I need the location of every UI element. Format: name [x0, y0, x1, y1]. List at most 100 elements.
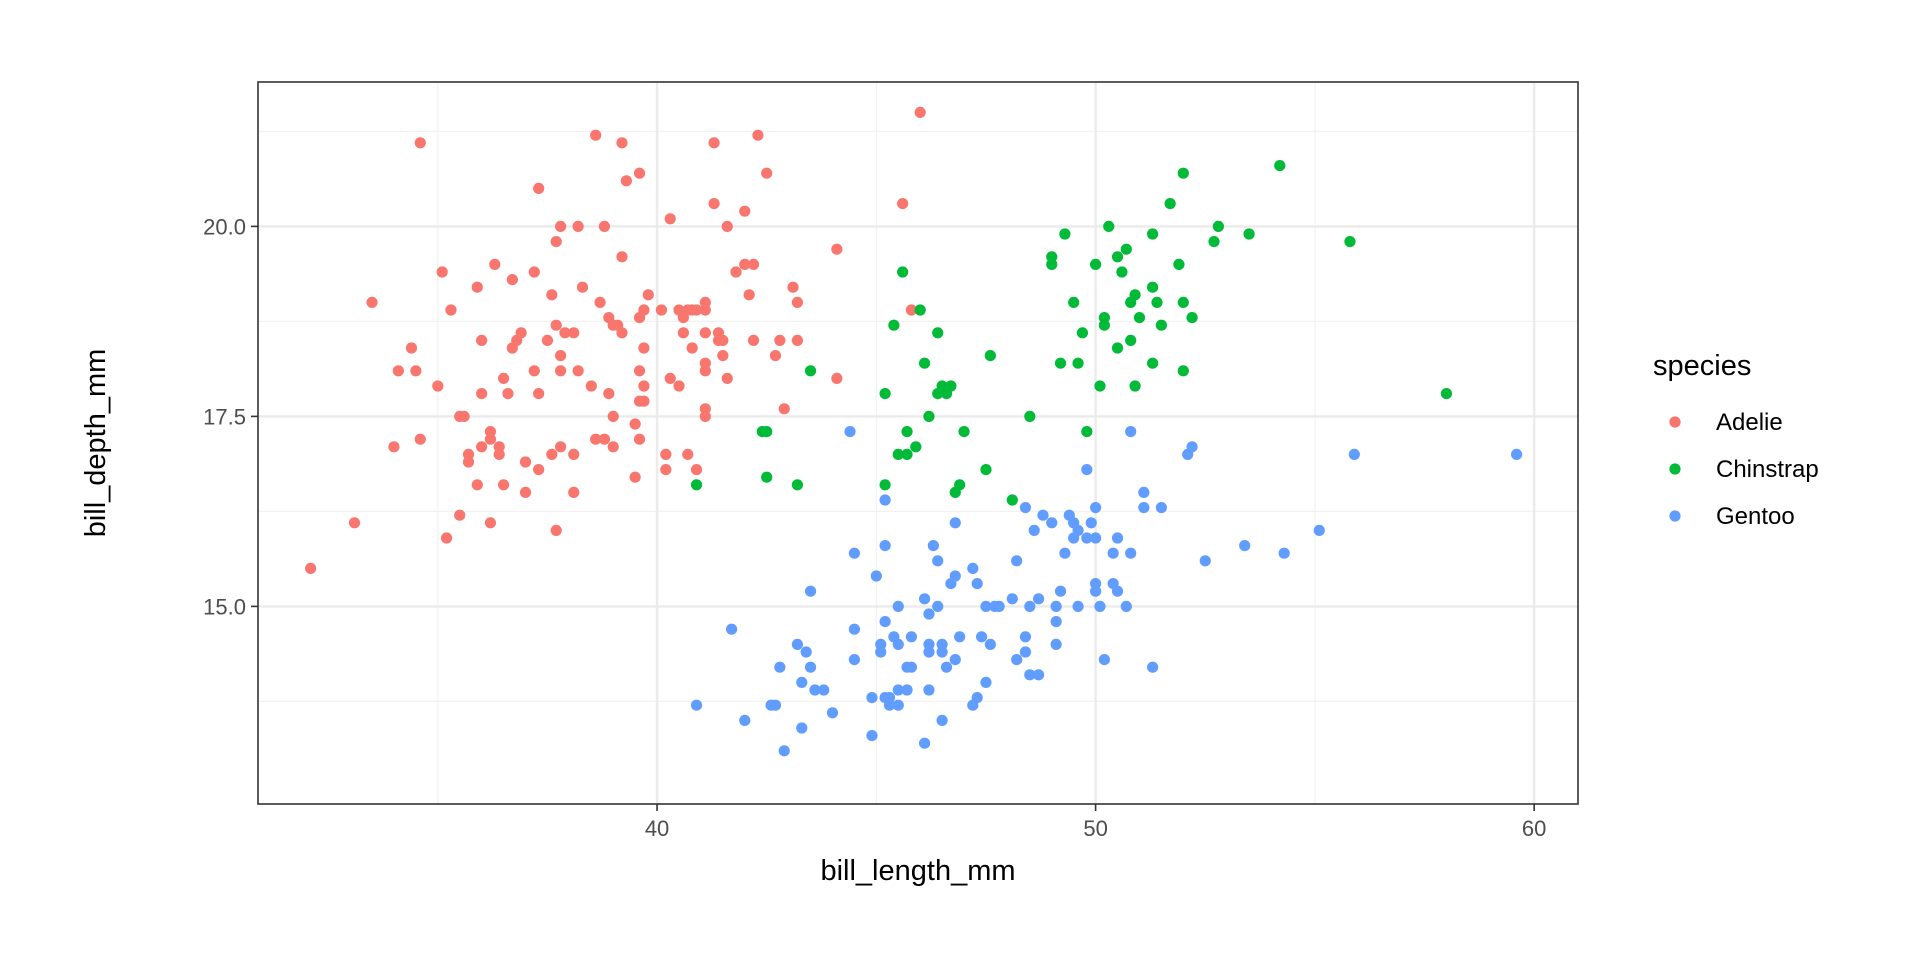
data-point-adelie [629, 471, 641, 483]
data-point-adelie [550, 236, 562, 248]
legend-key-chinstrap [1669, 463, 1681, 475]
data-point-adelie [620, 175, 632, 187]
data-point-gentoo [1138, 486, 1150, 498]
data-point-adelie [590, 129, 602, 141]
data-point-gentoo [980, 676, 992, 689]
data-point-adelie [747, 334, 760, 346]
data-point-chinstrap [1090, 258, 1102, 270]
data-point-gentoo [774, 661, 786, 673]
data-point-adelie [388, 441, 400, 453]
data-point-adelie [752, 129, 764, 141]
data-point-gentoo [1032, 593, 1045, 605]
data-point-adelie [616, 327, 628, 339]
data-point-adelie [476, 334, 488, 346]
data-point-chinstrap [1173, 258, 1185, 270]
plot-panel-border [257, 81, 1579, 805]
data-point-gentoo [879, 540, 891, 552]
data-point-gentoo [848, 547, 861, 559]
data-point-adelie [791, 334, 804, 346]
data-point-adelie [638, 380, 650, 392]
data-point-adelie [642, 289, 654, 301]
data-point-gentoo [932, 555, 944, 567]
data-point-chinstrap [1111, 251, 1124, 263]
data-point-adelie [454, 509, 466, 521]
data-point-gentoo [818, 684, 830, 696]
data-point-gentoo [1050, 600, 1062, 613]
data-point-gentoo [971, 578, 983, 590]
data-point-adelie [546, 448, 558, 460]
data-point-gentoo [690, 699, 703, 711]
data-point-adelie [598, 433, 611, 445]
data-point-chinstrap [690, 479, 703, 491]
data-point-gentoo [971, 692, 983, 704]
data-point-gentoo [936, 714, 948, 727]
data-point-adelie [673, 380, 685, 392]
data-point-adelie [484, 517, 497, 529]
data-point-gentoo [901, 684, 913, 696]
data-point-chinstrap [892, 448, 904, 460]
data-point-chinstrap [1440, 388, 1453, 400]
data-point-adelie [787, 281, 799, 293]
data-point-gentoo [875, 638, 887, 651]
data-point-gentoo [927, 540, 939, 552]
data-point-gentoo [1278, 547, 1290, 559]
data-point-adelie [585, 380, 597, 392]
data-point-chinstrap [791, 479, 804, 491]
data-point-adelie [761, 167, 773, 179]
data-point-chinstrap [1147, 228, 1159, 240]
y-axis-title: bill_depth_mm [80, 349, 112, 538]
data-point-gentoo [923, 638, 935, 651]
data-point-adelie [699, 403, 711, 415]
data-point-adelie [774, 334, 786, 346]
data-point-adelie [730, 266, 742, 278]
data-point-chinstrap [980, 464, 992, 476]
data-point-adelie [690, 304, 703, 316]
data-point-gentoo [778, 745, 790, 757]
data-point-adelie [414, 433, 426, 445]
data-point-adelie [528, 266, 540, 278]
legend-key-adelie [1669, 416, 1681, 428]
data-point-gentoo [993, 600, 1005, 613]
data-point-adelie [550, 524, 562, 537]
data-point-gentoo [848, 623, 861, 635]
data-point-gentoo [980, 600, 992, 613]
data-point-adelie [664, 213, 676, 225]
data-point-gentoo [1090, 532, 1102, 544]
data-point-adelie [607, 441, 619, 453]
data-point-gentoo [870, 570, 882, 582]
data-point-gentoo [1098, 654, 1110, 666]
data-point-gentoo [1019, 646, 1032, 658]
data-point-gentoo [1081, 532, 1093, 544]
data-point-adelie [572, 220, 584, 232]
data-point-adelie [686, 342, 698, 354]
data-point-gentoo [1120, 600, 1132, 613]
data-point-adelie [778, 403, 790, 415]
data-point-gentoo [848, 654, 861, 666]
data-point-adelie [568, 486, 580, 498]
data-point-gentoo [918, 737, 931, 749]
data-point-gentoo [932, 600, 944, 613]
data-point-adelie [554, 441, 567, 453]
data-point-gentoo [1019, 631, 1032, 643]
data-point-gentoo [949, 570, 961, 582]
data-point-adelie [607, 410, 619, 422]
data-point-gentoo [923, 608, 935, 620]
data-point-adelie [598, 220, 611, 232]
data-point-adelie [305, 562, 317, 575]
data-point-chinstrap [1129, 289, 1141, 301]
data-point-gentoo [1107, 547, 1119, 559]
data-point-chinstrap [901, 426, 913, 438]
data-point-chinstrap [1024, 410, 1036, 422]
data-point-adelie [699, 327, 711, 339]
data-point-adelie [660, 448, 672, 460]
data-point-adelie [831, 372, 843, 384]
data-point-gentoo [923, 684, 935, 696]
data-point-gentoo [1046, 517, 1058, 529]
data-point-adelie [414, 137, 426, 149]
data-point-adelie [554, 365, 567, 377]
data-point-gentoo [1032, 669, 1045, 681]
data-point-chinstrap [1072, 357, 1084, 369]
data-point-adelie [616, 251, 628, 263]
data-point-adelie [484, 426, 497, 438]
